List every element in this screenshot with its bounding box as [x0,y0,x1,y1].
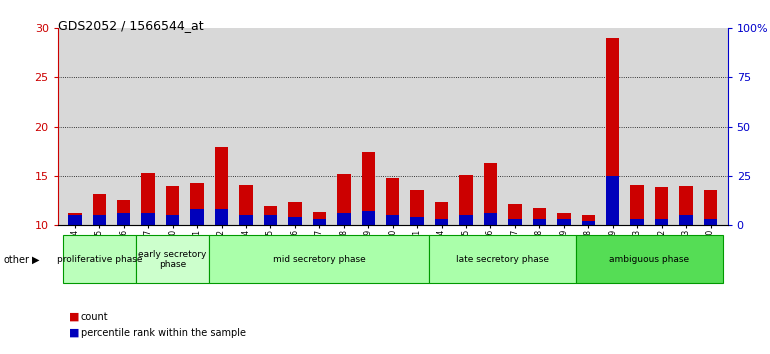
Bar [92,215,106,225]
Text: late secretory phase: late secretory phase [456,255,549,264]
Bar [606,38,619,225]
Text: ▶: ▶ [32,255,40,265]
Bar [435,219,448,225]
Bar [142,173,155,225]
Text: ambiguous phase: ambiguous phase [609,255,689,264]
Bar [557,219,571,225]
Text: ■: ■ [69,312,80,322]
Bar [679,187,693,225]
Bar [362,152,375,225]
Bar [484,213,497,225]
Bar [190,209,204,225]
Bar [386,215,400,225]
Bar [264,215,277,225]
Text: count: count [81,312,109,322]
Text: other: other [4,255,30,265]
Bar [581,221,595,225]
Bar [288,217,302,225]
Bar [239,215,253,225]
Bar [68,215,82,225]
Bar [460,175,473,225]
Bar [704,190,718,225]
Bar [166,187,179,225]
Bar [117,200,130,225]
Bar [239,184,253,225]
Bar [313,219,326,225]
Bar [576,235,723,283]
Bar [190,183,204,225]
Bar [313,212,326,225]
Bar [460,215,473,225]
Bar [557,213,571,225]
Bar [508,219,521,225]
Bar [142,213,155,225]
Bar [264,206,277,225]
Bar [92,194,106,225]
Bar [484,163,497,225]
Bar [136,235,209,283]
Bar [215,209,228,225]
Bar [215,147,228,225]
Bar [533,208,546,225]
Bar [631,185,644,225]
Text: ■: ■ [69,328,80,338]
Bar [62,235,136,283]
Bar [288,202,302,225]
Bar [655,219,668,225]
Text: mid secretory phase: mid secretory phase [273,255,366,264]
Text: proliferative phase: proliferative phase [56,255,142,264]
Bar [655,188,668,225]
Bar [581,215,595,225]
Bar [606,176,619,225]
Bar [508,204,521,225]
Bar [209,235,430,283]
Text: GDS2052 / 1566544_at: GDS2052 / 1566544_at [58,19,203,33]
Bar [631,219,644,225]
Bar [337,213,350,225]
Bar [166,215,179,225]
Text: early secretory
phase: early secretory phase [139,250,207,269]
Bar [117,213,130,225]
Bar [704,219,718,225]
Bar [533,219,546,225]
Bar [430,235,576,283]
Bar [679,215,693,225]
Bar [68,213,82,225]
Bar [410,190,424,225]
Bar [435,202,448,225]
Bar [337,174,350,225]
Bar [362,211,375,225]
Text: percentile rank within the sample: percentile rank within the sample [81,328,246,338]
Bar [386,178,400,225]
Bar [410,217,424,225]
